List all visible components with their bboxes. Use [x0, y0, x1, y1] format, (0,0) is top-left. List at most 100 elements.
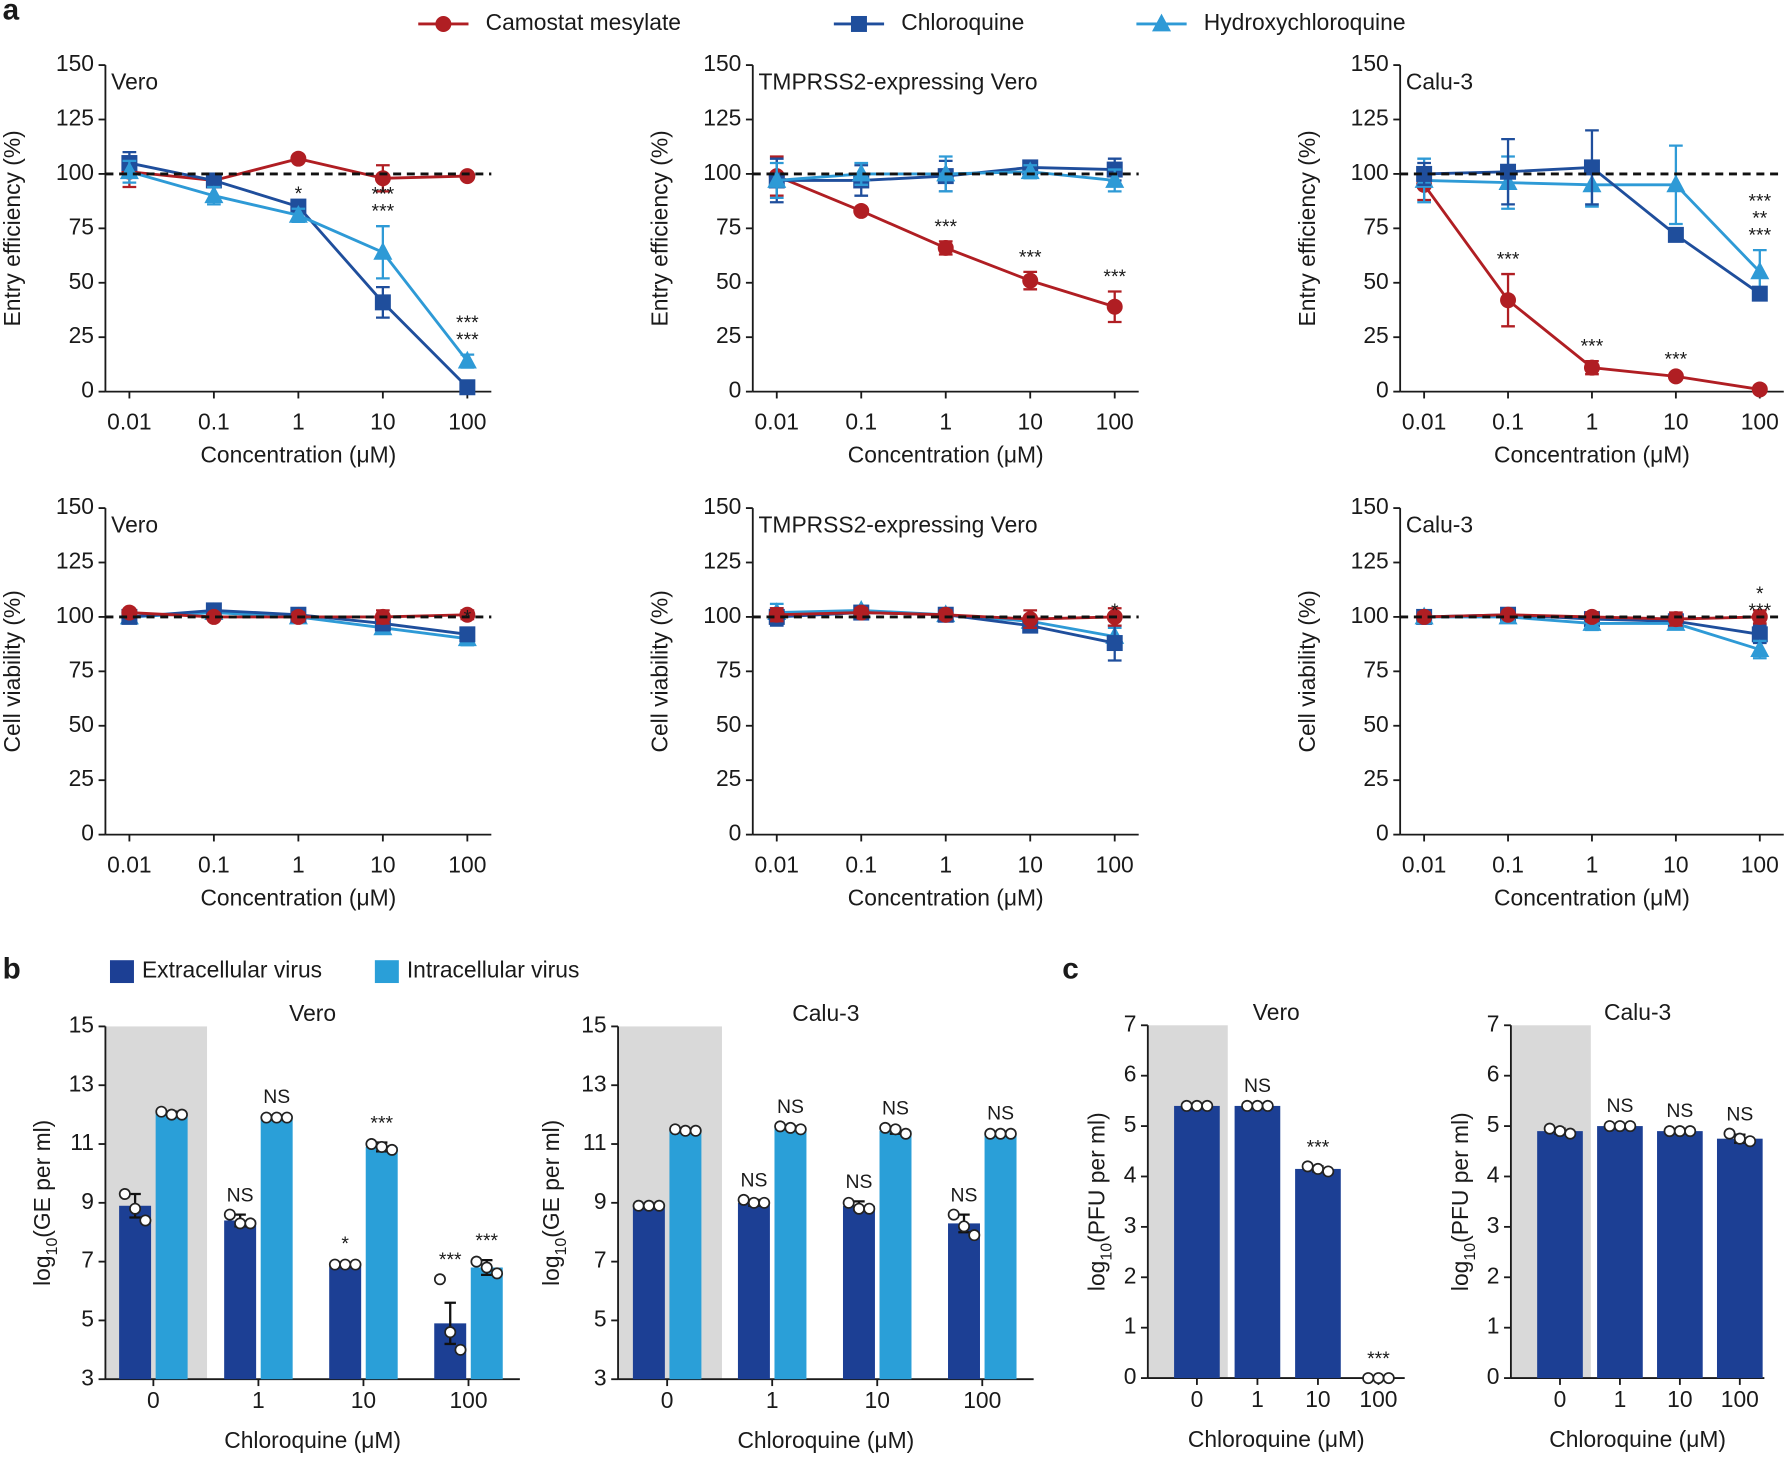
replicate-point — [1684, 1125, 1697, 1138]
bar — [1295, 1168, 1341, 1379]
replicate-point — [175, 1108, 188, 1121]
replicate-point — [223, 1208, 236, 1221]
x-tick-label: 10 — [1018, 409, 1043, 435]
x-tick-label: 0 — [661, 1387, 674, 1413]
y-tick-label: 150 — [703, 493, 741, 519]
y-tick-label: 0 — [729, 820, 742, 846]
replicate-point — [653, 1199, 666, 1212]
y-tick-label: 3 — [81, 1364, 94, 1390]
replicate-point — [774, 1120, 787, 1133]
bar — [948, 1223, 980, 1380]
bar — [1597, 1126, 1643, 1379]
y-tick-label: 125 — [703, 105, 741, 131]
y-tick-label: 50 — [716, 711, 741, 737]
x-axis-label: Chloroquine (μM) — [737, 1427, 914, 1453]
y-axis-label: log10(GE per ml) — [29, 1120, 61, 1286]
x-tick-label: 10 — [1663, 852, 1688, 878]
x-tick-label: 100 — [448, 409, 486, 435]
x-tick-label: 1 — [292, 852, 305, 878]
y-tick-label: 75 — [716, 213, 741, 239]
x-tick-label: 10 — [1305, 1386, 1330, 1412]
y-tick-label: 3 — [1487, 1212, 1500, 1238]
replicate-point — [1603, 1120, 1616, 1133]
replicate-point — [129, 1202, 142, 1215]
marker — [1022, 272, 1039, 289]
y-axis-label: Cell viability (%) — [646, 590, 672, 752]
x-tick-label: 100 — [1096, 409, 1134, 435]
replicate-point — [1241, 1099, 1254, 1112]
replicate-point — [642, 1199, 655, 1212]
significance: *** — [456, 312, 479, 334]
x-tick-label: 10 — [370, 852, 395, 878]
chart-title: Vero — [289, 1000, 336, 1026]
x-tick-label: 1 — [1614, 1386, 1627, 1412]
bar — [1234, 1105, 1281, 1379]
replicate-point — [784, 1121, 797, 1134]
x-tick-label: 100 — [1741, 409, 1779, 435]
y-tick-label: 100 — [703, 159, 741, 185]
significance: *** — [1581, 336, 1604, 358]
x-axis-label: Chloroquine (μM) — [1188, 1426, 1365, 1452]
y-tick-label: 125 — [56, 105, 94, 131]
replicate-point — [794, 1123, 807, 1136]
y-tick-label: 3 — [1124, 1212, 1137, 1238]
y-tick-label: 4 — [1487, 1162, 1500, 1188]
marker — [767, 170, 787, 188]
marker — [853, 202, 870, 219]
y-tick-label: 125 — [1351, 105, 1389, 131]
panel-label: c — [1062, 952, 1079, 985]
x-tick-label: 0.01 — [1402, 852, 1446, 878]
replicate-point — [842, 1196, 855, 1209]
y-tick-label: 75 — [69, 656, 94, 682]
significance: NS — [1606, 1095, 1633, 1117]
significance: NS — [951, 1184, 978, 1206]
x-axis-label: Concentration (μM) — [848, 885, 1044, 911]
significance: * — [464, 607, 472, 629]
replicate-point — [234, 1217, 247, 1230]
marker — [1750, 639, 1770, 657]
y-tick-label: 4 — [1124, 1162, 1137, 1188]
bar — [224, 1220, 257, 1380]
y-tick-label: 150 — [703, 50, 741, 76]
bar — [365, 1146, 398, 1380]
y-tick-label: 0 — [729, 377, 742, 403]
chart-title: TMPRSS2-expressing Vero — [758, 511, 1037, 537]
y-axis-label-part: log — [538, 1255, 564, 1285]
marker — [1500, 606, 1517, 623]
chart-title: Calu-3 — [792, 1000, 859, 1026]
replicate-point — [947, 1208, 960, 1221]
marker — [1583, 359, 1600, 376]
y-tick-label: 9 — [81, 1188, 94, 1214]
bar — [879, 1130, 912, 1380]
y-axis-label: Cell viability (%) — [1294, 590, 1320, 752]
y-axis-label: log10(PFU per ml) — [1447, 1112, 1479, 1291]
bar — [632, 1205, 665, 1380]
y-tick-label: 1 — [1487, 1313, 1500, 1339]
x-axis-label: Concentration (μM) — [200, 442, 396, 468]
significance: *** — [372, 201, 395, 223]
y-tick-label: 2 — [1487, 1262, 1500, 1288]
x-tick-label: 0.1 — [1492, 852, 1524, 878]
x-tick-label: 1 — [252, 1387, 265, 1413]
y-axis-label: Cell viability (%) — [0, 590, 25, 752]
x-tick-label: 10 — [1667, 1386, 1692, 1412]
y-tick-label: 13 — [69, 1070, 94, 1096]
x-tick-label: 1 — [1586, 409, 1599, 435]
x-tick-label: 1 — [939, 409, 952, 435]
replicate-point — [155, 1105, 168, 1118]
y-tick-label: 5 — [594, 1305, 607, 1331]
x-tick-label: 100 — [449, 1387, 487, 1413]
x-tick-label: 100 — [1359, 1386, 1397, 1412]
y-tick-label: 100 — [1351, 602, 1389, 628]
legend-swatch — [374, 960, 399, 984]
replicate-point — [852, 1202, 865, 1215]
chart-title: Calu-3 — [1406, 68, 1473, 94]
significance: *** — [439, 1249, 462, 1271]
marker — [459, 626, 476, 643]
replicate-point — [1261, 1099, 1274, 1112]
y-tick-label: 0 — [81, 377, 94, 403]
x-tick-label: 0.01 — [107, 852, 151, 878]
x-tick-label: 100 — [1721, 1386, 1759, 1412]
y-tick-label: 2 — [1124, 1262, 1137, 1288]
